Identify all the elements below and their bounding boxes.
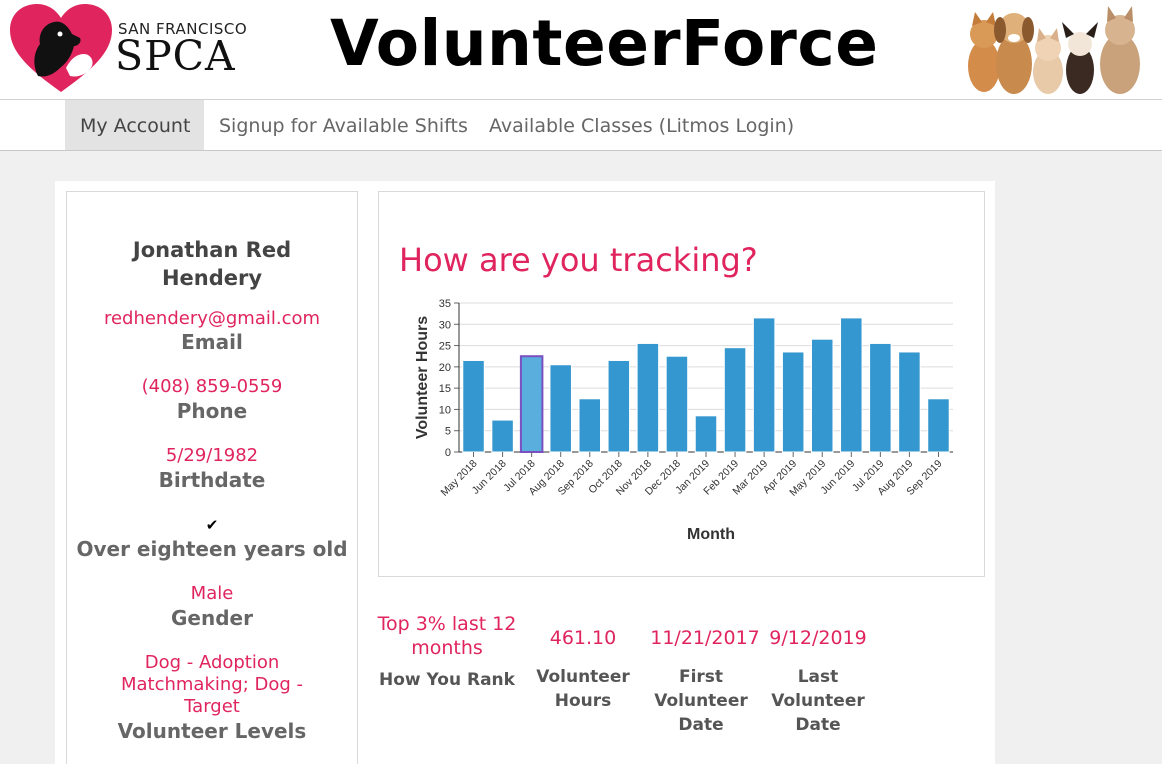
chart-panel: How are you tracking? 0 5 10 15 20 25 30 35 May … bbox=[378, 191, 985, 577]
stat-first-date-label-line3: Date bbox=[678, 715, 724, 735]
y-tick-label: 30 bbox=[439, 319, 451, 331]
stat-first-date-value: 11/21/2017 bbox=[650, 627, 760, 649]
chart-bar bbox=[781, 351, 805, 453]
profile-email-label: Email bbox=[181, 330, 243, 354]
stat-last-date-label-line2: Volunteer bbox=[771, 691, 865, 711]
over18-check-icon: ✔ bbox=[205, 516, 219, 534]
profile-levels-label: Volunteer Levels bbox=[117, 719, 307, 743]
chart-bar bbox=[810, 338, 834, 453]
logo-big-text: SPCA bbox=[115, 32, 236, 80]
stat-last-date-value: 9/12/2019 bbox=[769, 627, 867, 649]
spca-logo-heart-icon bbox=[10, 4, 112, 92]
y-tick-label: 35 bbox=[439, 298, 451, 310]
profile-levels-line3: Target bbox=[184, 696, 240, 717]
stat-rank-value-line2: months bbox=[411, 637, 483, 659]
header: SAN FRANCISCO SPCA VolunteerForce bbox=[0, 0, 1162, 100]
profile-over18-label: Over eighteen years old bbox=[76, 537, 348, 561]
chart-bar bbox=[723, 347, 747, 453]
stat-rank-value-line1: Top 3% last 12 bbox=[377, 613, 517, 635]
profile-phone: (408) 859-0559 bbox=[141, 376, 283, 397]
chart-bar bbox=[607, 359, 631, 453]
profile-name-line1: Jonathan Red bbox=[132, 238, 292, 262]
y-tick-label: 15 bbox=[439, 383, 451, 395]
profile-email[interactable]: redhendery@gmail.com bbox=[103, 308, 321, 329]
pets-banner-icon bbox=[968, 6, 1140, 94]
nav-signup-shifts[interactable]: Signup for Available Shifts bbox=[219, 115, 468, 137]
y-tick-label: 25 bbox=[439, 341, 451, 353]
profile-panel: Jonathan Red Hendery redhendery@gmail.co… bbox=[66, 191, 358, 764]
stat-first-date-label-line2: Volunteer bbox=[654, 691, 748, 711]
chart-bar bbox=[694, 415, 718, 453]
profile-birthdate-label: Birthdate bbox=[158, 468, 266, 492]
y-tick-label: 5 bbox=[445, 426, 451, 438]
y-tick-label: 0 bbox=[445, 447, 451, 459]
chart-bar bbox=[840, 317, 863, 453]
nav-available-classes[interactable]: Available Classes (Litmos Login) bbox=[489, 115, 795, 137]
chart-bar bbox=[491, 419, 514, 453]
chart-bar bbox=[519, 355, 544, 453]
profile-gender: Male bbox=[190, 583, 234, 604]
chart-bar bbox=[549, 364, 572, 453]
logo-small-text: SAN FRANCISCO bbox=[118, 20, 248, 38]
stat-last-date-label-line3: Date bbox=[795, 715, 841, 735]
profile-phone-label: Phone bbox=[176, 399, 248, 423]
chart-bar bbox=[869, 342, 892, 453]
y-tick-label: 10 bbox=[439, 404, 451, 416]
y-tick-label: 20 bbox=[439, 362, 451, 374]
profile-levels-line1: Dog - Adoption bbox=[144, 652, 280, 673]
stat-first-date-label-line1: First bbox=[678, 667, 724, 687]
x-axis-title: Month bbox=[687, 526, 735, 543]
profile-gender-label: Gender bbox=[171, 606, 253, 630]
chart-bar bbox=[636, 342, 660, 453]
chart-bar bbox=[578, 398, 602, 453]
stat-last-date-label-line1: Last bbox=[797, 667, 839, 687]
profile-birthdate: 5/29/1982 bbox=[165, 445, 259, 466]
stat-rank-label: How You Rank bbox=[379, 670, 515, 690]
chart-bar bbox=[752, 317, 776, 453]
chart-bar bbox=[665, 355, 689, 453]
chart-bar bbox=[898, 351, 921, 453]
chart-bar bbox=[462, 359, 485, 453]
main-nav: My Account Signup for Available Shifts A… bbox=[0, 99, 1162, 151]
profile-levels-line2: Matchmaking; Dog - bbox=[120, 674, 304, 695]
stat-hours-label-line2: Hours bbox=[554, 691, 612, 711]
chart-bar bbox=[927, 398, 950, 453]
y-axis-title: Volunteer Hours bbox=[414, 316, 431, 439]
app-title: VolunteerForce bbox=[330, 7, 879, 80]
stat-hours-value: 461.10 bbox=[549, 627, 617, 649]
profile-name-line2: Hendery bbox=[161, 266, 263, 290]
chart-heading: How are you tracking? bbox=[399, 241, 758, 279]
stat-hours-label-line1: Volunteer bbox=[536, 667, 630, 687]
nav-my-account[interactable]: My Account bbox=[65, 100, 204, 150]
